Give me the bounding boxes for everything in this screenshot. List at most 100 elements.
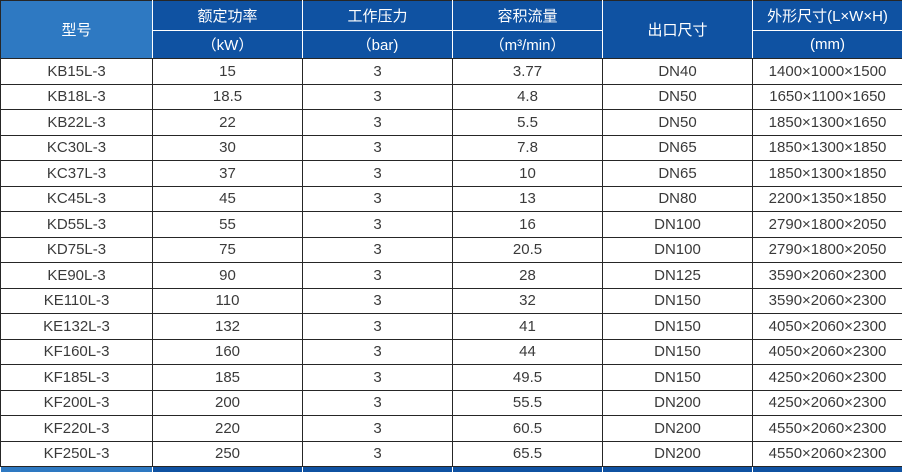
cell-outlet: DN200 (602, 389, 753, 416)
cell-pressure: 3 (302, 236, 453, 263)
table-row: KD75L-3 75 3 20.5 DN100 2790×1800×2050 (0, 236, 902, 263)
cell-model: KB15L-3 (0, 58, 153, 85)
cell-power: 220 (152, 415, 303, 442)
cell-pressure: 3 (302, 109, 453, 136)
cell-model: KB18L-3 (0, 83, 153, 110)
cutoff-cell-outlet (602, 466, 753, 472)
header-dimensions-unit: (mm) (752, 30, 902, 59)
table-row: KC30L-3 30 3 7.8 DN65 1850×1300×1850 (0, 134, 902, 161)
cell-flow: 28 (452, 262, 603, 289)
cell-power: 45 (152, 185, 303, 212)
cell-flow: 16 (452, 211, 603, 238)
table-row: KB22L-3 22 3 5.5 DN50 1850×1300×1650 (0, 109, 902, 136)
cell-pressure: 3 (302, 262, 453, 289)
cell-power: 37 (152, 160, 303, 187)
cell-pressure: 3 (302, 160, 453, 187)
cell-outlet: DN80 (602, 185, 753, 212)
cutoff-cell-pressure (302, 466, 453, 472)
header-flow-unit: （m³/min） (452, 30, 603, 59)
cell-pressure: 3 (302, 185, 453, 212)
cell-dimensions: 1850×1300×1650 (752, 109, 902, 136)
cell-power: 160 (152, 338, 303, 365)
cell-pressure: 3 (302, 313, 453, 340)
cell-pressure: 3 (302, 415, 453, 442)
cell-model: KF250L-3 (0, 440, 153, 467)
header-pressure: 工作压力 (302, 0, 453, 31)
cell-outlet: DN200 (602, 415, 753, 442)
cell-flow: 10 (452, 160, 603, 187)
cell-dimensions: 2790×1800×2050 (752, 236, 902, 263)
table-row: KD55L-3 55 3 16 DN100 2790×1800×2050 (0, 211, 902, 238)
cell-power: 18.5 (152, 83, 303, 110)
cell-power: 22 (152, 109, 303, 136)
cell-pressure: 3 (302, 338, 453, 365)
cutoff-cell-power (152, 466, 303, 472)
cell-dimensions: 2200×1350×1850 (752, 185, 902, 212)
cutoff-cell-model (0, 466, 153, 472)
cell-dimensions: 2790×1800×2050 (752, 211, 902, 238)
cell-dimensions: 3590×2060×2300 (752, 287, 902, 314)
cell-pressure: 3 (302, 58, 453, 85)
header-dimensions: 外形尺寸(L×W×H) (752, 0, 902, 31)
cell-model: KD75L-3 (0, 236, 153, 263)
header-power: 额定功率 (152, 0, 303, 31)
cell-flow: 3.77 (452, 58, 603, 85)
table-row: KF200L-3 200 3 55.5 DN200 4250×2060×2300 (0, 389, 902, 416)
cell-power: 250 (152, 440, 303, 467)
cell-outlet: DN65 (602, 134, 753, 161)
cell-model: KC45L-3 (0, 185, 153, 212)
cell-power: 30 (152, 134, 303, 161)
cell-model: KF220L-3 (0, 415, 153, 442)
table-row: KE90L-3 90 3 28 DN125 3590×2060×2300 (0, 262, 902, 289)
cell-power: 110 (152, 287, 303, 314)
cell-power: 185 (152, 364, 303, 391)
cell-pressure: 3 (302, 134, 453, 161)
spec-table-header: 型号 额定功率 工作压力 容积流量 出口尺寸 外形尺寸(L×W×H) （kW） … (0, 0, 902, 59)
cell-power: 75 (152, 236, 303, 263)
table-row: KF160L-3 160 3 44 DN150 4050×2060×2300 (0, 338, 902, 365)
header-pressure-unit: （bar) (302, 30, 453, 59)
cell-model: KF160L-3 (0, 338, 153, 365)
cell-dimensions: 1650×1100×1650 (752, 83, 902, 110)
cell-model: KB22L-3 (0, 109, 153, 136)
cell-dimensions: 1850×1300×1850 (752, 160, 902, 187)
cell-flow: 20.5 (452, 236, 603, 263)
cell-flow: 7.8 (452, 134, 603, 161)
cell-outlet: DN50 (602, 109, 753, 136)
cell-flow: 44 (452, 338, 603, 365)
cell-outlet: DN150 (602, 287, 753, 314)
table-row: KF185L-3 185 3 49.5 DN150 4250×2060×2300 (0, 364, 902, 391)
cell-flow: 13 (452, 185, 603, 212)
cell-model: KC30L-3 (0, 134, 153, 161)
cell-model: KF200L-3 (0, 389, 153, 416)
cell-outlet: DN65 (602, 160, 753, 187)
cell-dimensions: 4550×2060×2300 (752, 415, 902, 442)
cell-flow: 4.8 (452, 83, 603, 110)
cell-outlet: DN100 (602, 236, 753, 263)
cell-model: KF185L-3 (0, 364, 153, 391)
cell-flow: 65.5 (452, 440, 603, 467)
cutoff-cell-dimensions (752, 466, 902, 472)
cell-dimensions: 1400×1000×1500 (752, 58, 902, 85)
table-row: KC37L-3 37 3 10 DN65 1850×1300×1850 (0, 160, 902, 187)
table-row: KB15L-3 15 3 3.77 DN40 1400×1000×1500 (0, 58, 902, 85)
header-power-unit: （kW） (152, 30, 303, 59)
cell-dimensions: 4050×2060×2300 (752, 313, 902, 340)
cell-power: 90 (152, 262, 303, 289)
table-row: KF250L-3 250 3 65.5 DN200 4550×2060×2300 (0, 440, 902, 467)
table-row: KE110L-3 110 3 32 DN150 3590×2060×2300 (0, 287, 902, 314)
cell-flow: 55.5 (452, 389, 603, 416)
cell-flow: 5.5 (452, 109, 603, 136)
cell-outlet: DN150 (602, 338, 753, 365)
cell-dimensions: 3590×2060×2300 (752, 262, 902, 289)
cell-dimensions: 4550×2060×2300 (752, 440, 902, 467)
cell-pressure: 3 (302, 287, 453, 314)
cell-flow: 60.5 (452, 415, 603, 442)
cell-dimensions: 4050×2060×2300 (752, 338, 902, 365)
cell-pressure: 3 (302, 389, 453, 416)
header-outlet: 出口尺寸 (602, 0, 753, 59)
cell-outlet: DN100 (602, 211, 753, 238)
cell-model: KE110L-3 (0, 287, 153, 314)
